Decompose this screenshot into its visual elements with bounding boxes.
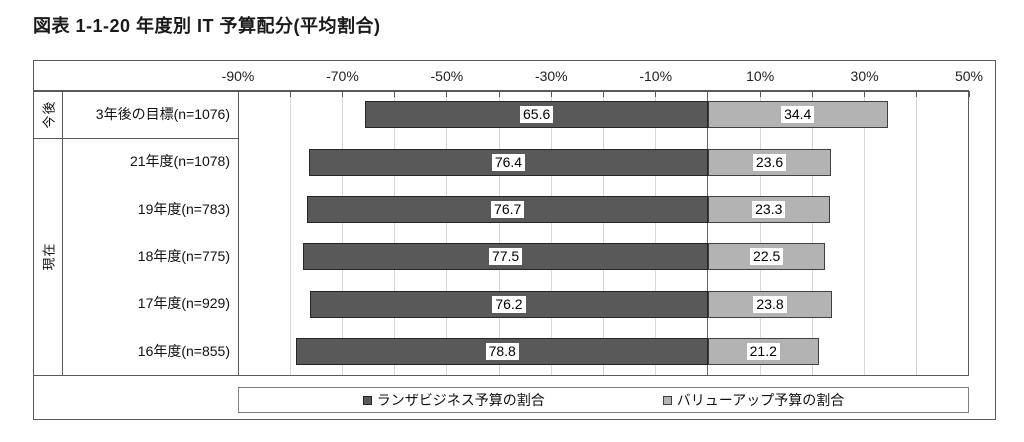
chart-frame: ランザビジネス予算の割合 バリューアップ予算の割合 -90% -70% -50% -3… — [33, 60, 996, 420]
axis-tick — [864, 91, 866, 97]
gridline — [289, 91, 291, 375]
axis-tick-label: -70% — [326, 68, 359, 84]
category-label: 18年度(n=775) — [137, 248, 230, 264]
axis-tick-label: 10% — [746, 68, 775, 84]
axis-tick — [446, 91, 448, 97]
bar-value-up: 23.6 — [707, 148, 832, 176]
gridline — [655, 91, 657, 375]
gridline — [550, 91, 552, 375]
legend-item-run-the-business: ランザビジネス予算の割合 — [362, 390, 545, 410]
legend-swatch-dark — [362, 395, 372, 405]
axis-tick-label: -50% — [430, 68, 464, 84]
legend-item-value-up: バリューアップ予算の割合 — [662, 390, 845, 410]
gridline — [916, 91, 918, 375]
group-label: 現在 — [41, 242, 57, 271]
bar-run-the-business: 77.5 — [303, 243, 708, 271]
bar-run-the-business: 65.6 — [365, 101, 708, 129]
group-label: 今後 — [41, 100, 57, 129]
bar-value-label: 34.4 — [781, 106, 815, 124]
bar-value-label: 22.5 — [750, 248, 784, 266]
axis-tick — [498, 91, 500, 97]
gridline — [864, 91, 866, 375]
group-column-divider — [62, 91, 63, 375]
plot-bottom-border — [34, 374, 969, 376]
bar-value-label: 23.3 — [752, 200, 786, 218]
axis-tick — [968, 91, 970, 97]
legend-label: ランザビジネス予算の割合 — [376, 392, 545, 408]
gridline — [811, 91, 813, 375]
bar-value-label: 77.5 — [488, 248, 523, 266]
axis-tick — [916, 91, 918, 97]
axis-tick — [655, 91, 657, 97]
zero-line — [707, 91, 709, 375]
axis-tick-label: -30% — [534, 68, 568, 84]
axis-tick — [603, 91, 604, 97]
plot-right-border — [968, 91, 969, 375]
bar-value-label: 65.6 — [520, 106, 554, 124]
axis-tick — [237, 91, 239, 97]
axis-line — [34, 90, 969, 92]
legend-box: ランザビジネス予算の割合 バリューアップ予算の割合 — [238, 387, 969, 413]
category-label: 16年度(n=855) — [137, 342, 230, 359]
axis-tick-label: -90% — [221, 68, 255, 84]
legend-label: バリューアップ予算の割合 — [676, 392, 845, 408]
bar-value-up: 23.3 — [707, 195, 830, 223]
axis-tick-label: -10% — [639, 68, 673, 84]
gridline — [603, 91, 604, 375]
bar-run-the-business: 76.7 — [307, 195, 708, 223]
axis-tick — [550, 91, 552, 97]
bar-value-label: 23.8 — [753, 295, 787, 313]
bar-value-up: 23.8 — [707, 290, 833, 318]
gridline — [341, 91, 343, 375]
bar-value-label: 76.4 — [491, 153, 526, 171]
axis-tick-label: 30% — [850, 68, 879, 84]
axis-tick — [394, 91, 396, 97]
gridline — [394, 91, 396, 375]
legend-swatch-light — [662, 395, 672, 405]
axis-tick — [341, 91, 343, 97]
bar-run-the-business: 78.8 — [296, 337, 708, 365]
axis-tick — [707, 91, 709, 97]
bar-run-the-business: 76.4 — [309, 148, 708, 176]
bar-value-label: 76.7 — [491, 200, 525, 218]
bar-value-label: 21.2 — [746, 342, 780, 360]
category-label: 17年度(n=929) — [137, 295, 230, 312]
category-label: 19年度(n=783) — [137, 200, 230, 217]
gridline — [446, 91, 448, 375]
gridline — [498, 91, 500, 375]
gridline — [759, 91, 761, 375]
group-cell: 今後 — [34, 91, 62, 138]
group-separator — [34, 137, 238, 139]
axis-tick — [811, 91, 813, 97]
category-label: 3年後の目標(n=1076) — [95, 106, 230, 122]
bar-value-up: 22.5 — [707, 243, 826, 271]
axis-tick — [759, 91, 761, 97]
bar-value-label: 78.8 — [485, 342, 519, 360]
axis-tick-label: 50% — [954, 68, 984, 84]
category-label: 21年度(n=1078) — [129, 153, 230, 170]
axis-tick — [289, 91, 291, 97]
bar-run-the-business: 76.2 — [310, 290, 708, 318]
bar-value-label: 76.2 — [492, 295, 526, 313]
group-cell: 現在 — [34, 138, 62, 375]
chart-title: 図表 1-1-20 年度別 IT 予算配分(平均割合) — [33, 16, 381, 36]
bar-value-up: 21.2 — [707, 337, 819, 365]
bar-value-up: 34.4 — [707, 101, 888, 129]
bar-value-label: 23.6 — [752, 153, 787, 171]
plot-left-border — [238, 91, 239, 375]
